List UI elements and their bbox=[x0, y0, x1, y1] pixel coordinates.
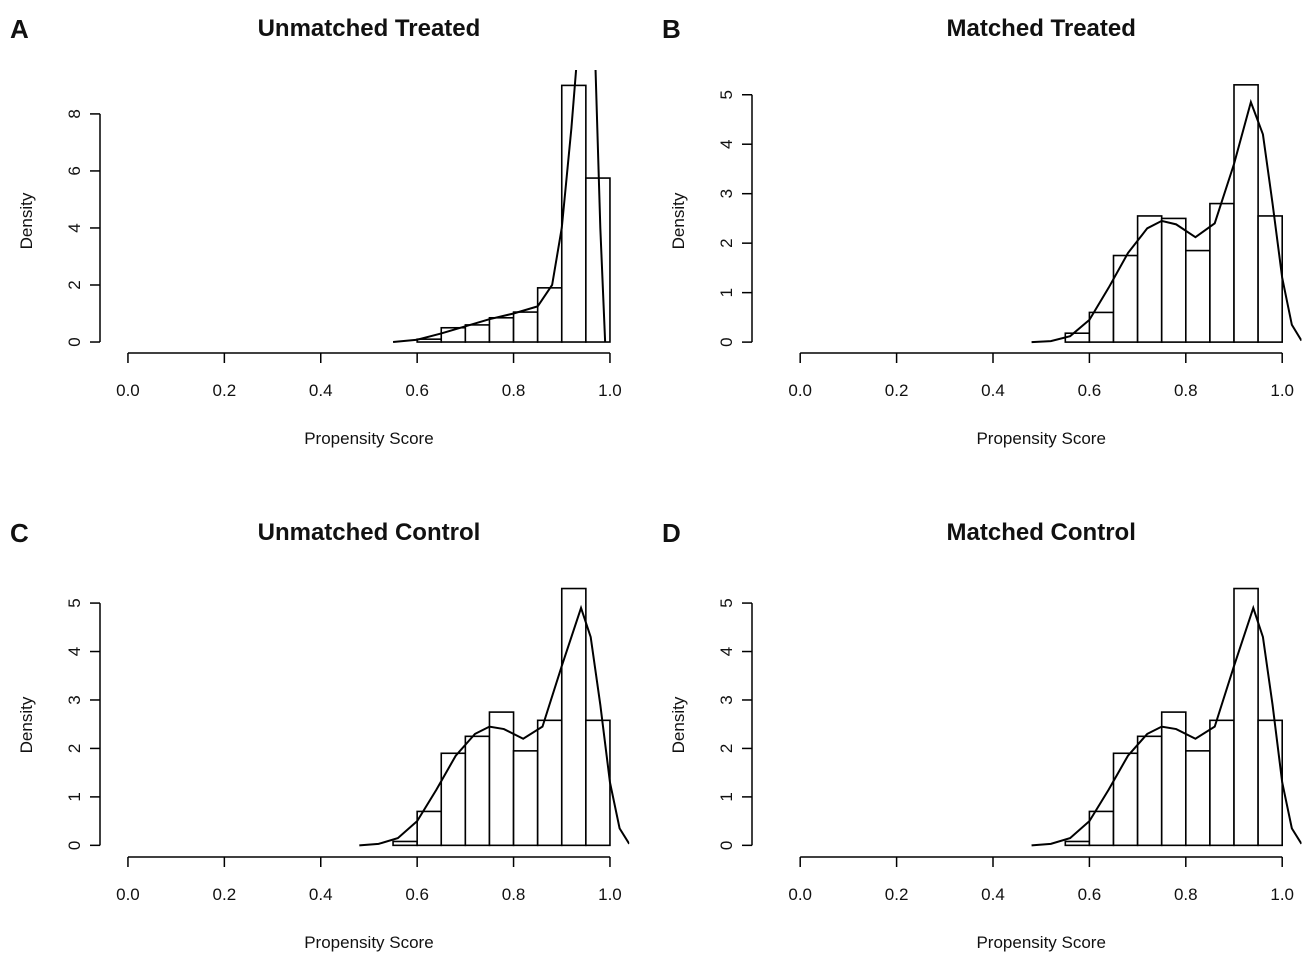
y-tick-label: 0 bbox=[717, 841, 736, 850]
bar bbox=[464, 324, 491, 343]
y-tick-label: 2 bbox=[717, 744, 736, 753]
x-tick-label: 0.0 bbox=[788, 885, 812, 904]
density-curve bbox=[392, 70, 607, 344]
chart-title: Matched Treated bbox=[947, 15, 1136, 42]
y-tick-label: 5 bbox=[717, 90, 736, 99]
y-tick-label: 6 bbox=[65, 166, 84, 175]
panel: A Unmatched Treated 0 2 4 6 8 Density 0.0 0.2 0.4 0… bbox=[10, 14, 622, 448]
y-tick-label: 4 bbox=[717, 647, 736, 656]
y-tick-label: 3 bbox=[65, 695, 84, 704]
y-tick-label: 2 bbox=[65, 744, 84, 753]
y-axis-label: Density bbox=[669, 696, 688, 753]
x-tick-label: 0.8 bbox=[502, 381, 526, 400]
x-tick-label: 0.8 bbox=[502, 885, 526, 904]
x-axis-label: Propensity Score bbox=[976, 429, 1105, 448]
bar bbox=[1136, 735, 1163, 847]
y-tick-label: 5 bbox=[717, 598, 736, 607]
x-tick-label: 0.2 bbox=[885, 885, 909, 904]
panel-letter: B bbox=[662, 14, 681, 44]
y-tick-label: 3 bbox=[717, 189, 736, 198]
bar bbox=[560, 84, 587, 343]
x-tick-label: 0.4 bbox=[309, 381, 333, 400]
y-axis-label: Density bbox=[669, 192, 688, 249]
x-tick-label: 0.8 bbox=[1174, 885, 1198, 904]
bar bbox=[1184, 750, 1211, 847]
x-tick-label: 0.2 bbox=[213, 885, 237, 904]
x-axis-label: Propensity Score bbox=[304, 933, 433, 952]
chart-title: Unmatched Treated bbox=[258, 15, 481, 42]
x-tick-label: 0.6 bbox=[405, 885, 429, 904]
bar bbox=[1209, 719, 1235, 847]
x-axis-label: Propensity Score bbox=[304, 429, 433, 448]
y-axis-label: Density bbox=[17, 696, 36, 753]
y-tick-label: 2 bbox=[717, 238, 736, 247]
bar bbox=[1209, 202, 1235, 343]
bar bbox=[512, 750, 539, 847]
bar bbox=[1064, 332, 1091, 343]
y-tick-label: 1 bbox=[717, 792, 736, 801]
bar bbox=[1112, 752, 1139, 847]
panel-letter: D bbox=[662, 518, 681, 548]
y-tick-label: 0 bbox=[717, 337, 736, 346]
y-tick-label: 4 bbox=[65, 223, 84, 232]
bar bbox=[1184, 249, 1211, 343]
bar bbox=[536, 287, 563, 343]
x-tick-label: 0.2 bbox=[885, 381, 909, 400]
bar bbox=[512, 311, 539, 343]
x-tick-label: 1.0 bbox=[1270, 885, 1294, 904]
bar bbox=[488, 316, 515, 343]
y-tick-label: 2 bbox=[65, 280, 84, 289]
x-tick-label: 0.4 bbox=[309, 885, 333, 904]
y-tick-label: 8 bbox=[65, 109, 84, 118]
y-tick-label: 0 bbox=[65, 337, 84, 346]
chart-title: Matched Control bbox=[947, 519, 1136, 546]
y-tick-label: 4 bbox=[65, 647, 84, 656]
density-curve bbox=[359, 604, 630, 847]
x-tick-label: 0.8 bbox=[1174, 381, 1198, 400]
y-tick-label: 4 bbox=[717, 139, 736, 148]
x-tick-label: 1.0 bbox=[598, 381, 622, 400]
x-tick-label: 0.2 bbox=[213, 381, 237, 400]
bar bbox=[1088, 311, 1115, 343]
bar bbox=[1064, 840, 1091, 847]
bar bbox=[440, 752, 467, 847]
panel-letter: A bbox=[10, 14, 29, 44]
bar bbox=[585, 177, 611, 343]
y-tick-label: 1 bbox=[65, 792, 84, 801]
bar bbox=[1112, 254, 1139, 343]
bar bbox=[1257, 215, 1283, 343]
x-axis-label: Propensity Score bbox=[976, 933, 1105, 952]
bar bbox=[536, 719, 563, 847]
x-tick-label: 1.0 bbox=[1270, 381, 1294, 400]
density-curve bbox=[1031, 98, 1302, 344]
panel-letter: C bbox=[10, 518, 29, 548]
density-curve bbox=[1031, 604, 1302, 847]
x-tick-label: 0.0 bbox=[116, 381, 140, 400]
y-tick-label: 5 bbox=[65, 598, 84, 607]
y-tick-label: 1 bbox=[717, 288, 736, 297]
bar bbox=[1257, 719, 1283, 847]
x-tick-label: 0.0 bbox=[788, 381, 812, 400]
y-tick-label: 0 bbox=[65, 841, 84, 850]
y-axis-label: Density bbox=[17, 192, 36, 249]
chart-title: Unmatched Control bbox=[258, 519, 481, 546]
x-tick-label: 1.0 bbox=[598, 885, 622, 904]
bar bbox=[1233, 84, 1259, 343]
x-tick-label: 0.6 bbox=[1078, 885, 1102, 904]
bar bbox=[464, 735, 491, 847]
x-tick-label: 0.0 bbox=[116, 885, 140, 904]
x-tick-label: 0.6 bbox=[405, 381, 429, 400]
bar bbox=[392, 840, 418, 847]
bar bbox=[1160, 217, 1187, 343]
panel: B Matched Treated 0 1 2 3 4 5 Density 0.0 0.2 0.4 0.… bbox=[662, 14, 1302, 448]
panel: C Unmatched Control 0 1 2 3 4 5 Density 0.0 0.2 0.4… bbox=[10, 518, 630, 952]
x-tick-label: 0.4 bbox=[981, 381, 1005, 400]
y-tick-label: 3 bbox=[717, 695, 736, 704]
panel: D Matched Control 0 1 2 3 4 5 Density 0.0 0.2 0.4 0.… bbox=[662, 518, 1302, 952]
x-tick-label: 0.4 bbox=[981, 885, 1005, 904]
bar bbox=[585, 719, 611, 847]
x-tick-label: 0.6 bbox=[1078, 381, 1102, 400]
